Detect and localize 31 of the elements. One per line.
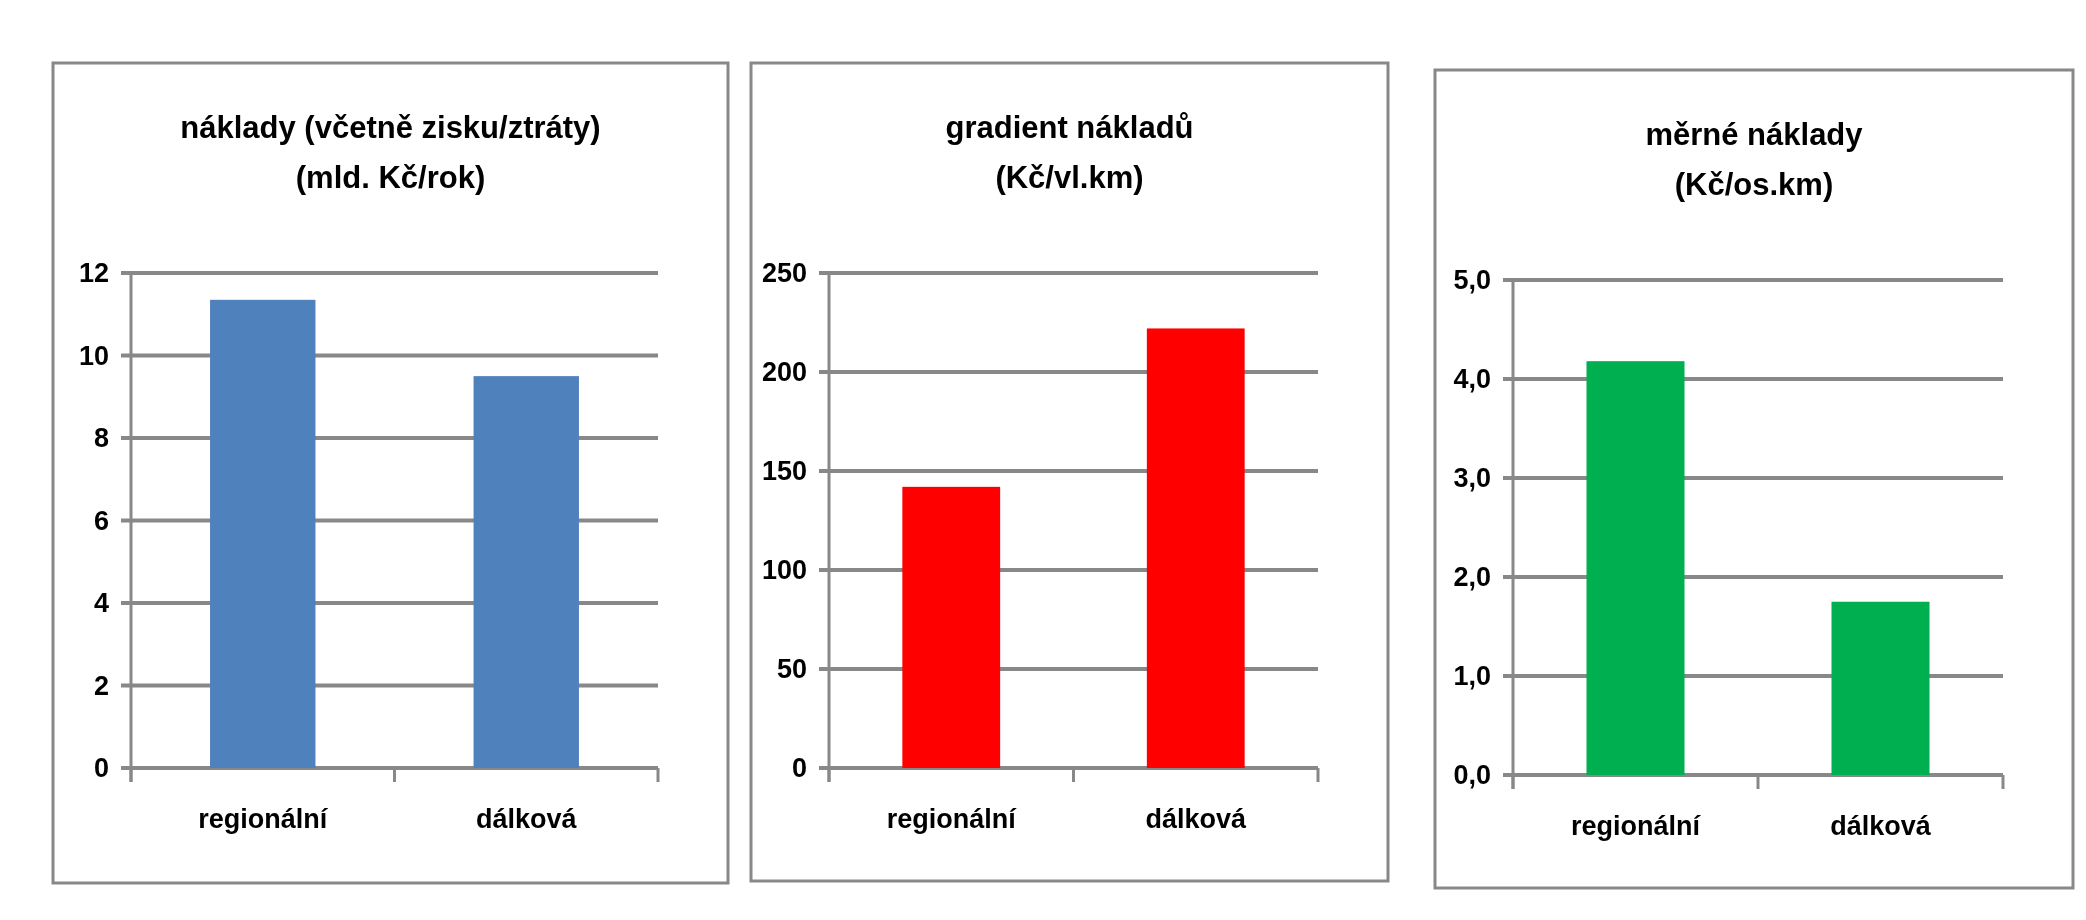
y-tick-label: 200 [761,357,807,388]
x-tick-label: dálková [475,804,578,834]
y-tick-label: 2 [93,670,109,701]
y-tick-label: 4,0 [1453,364,1491,395]
chart-title: gradient nákladů [945,110,1194,145]
y-tick-label: 0 [791,753,807,784]
chart-title: náklady (včetně zisku/ztráty) [180,110,601,145]
x-tick-label: regionální [198,804,329,834]
y-tick-label: 0 [93,753,109,784]
chart-title: měrné náklady [1645,117,1864,152]
x-tick-label: regionální [886,804,1018,834]
y-tick-label: 3,0 [1453,463,1491,494]
y-tick-label: 6 [93,505,109,536]
y-tick-label: 150 [761,456,807,487]
y-tick-label: 2,0 [1453,562,1491,593]
y-tick-label: 4 [93,588,109,619]
y-tick-label: 50 [776,654,807,685]
x-tick-label: regionální [1570,811,1702,841]
chart-subtitle: (mld. Kč/rok) [295,160,486,195]
y-tick-label: 8 [93,423,109,454]
y-tick-label: 5,0 [1453,265,1491,296]
chart-subtitle: (Kč/vl.km) [995,160,1144,195]
y-tick-label: 1,0 [1453,661,1491,692]
y-tick-label: 250 [761,258,807,289]
y-tick-label: 0,0 [1453,760,1491,791]
y-tick-label: 12 [78,258,109,289]
y-tick-label: 10 [78,340,109,371]
y-tick-label: 100 [761,555,807,586]
x-tick-label: dálková [1830,811,1932,841]
x-tick-label: dálková [1145,804,1247,834]
chart-subtitle: (Kč/os.km) [1674,167,1834,202]
